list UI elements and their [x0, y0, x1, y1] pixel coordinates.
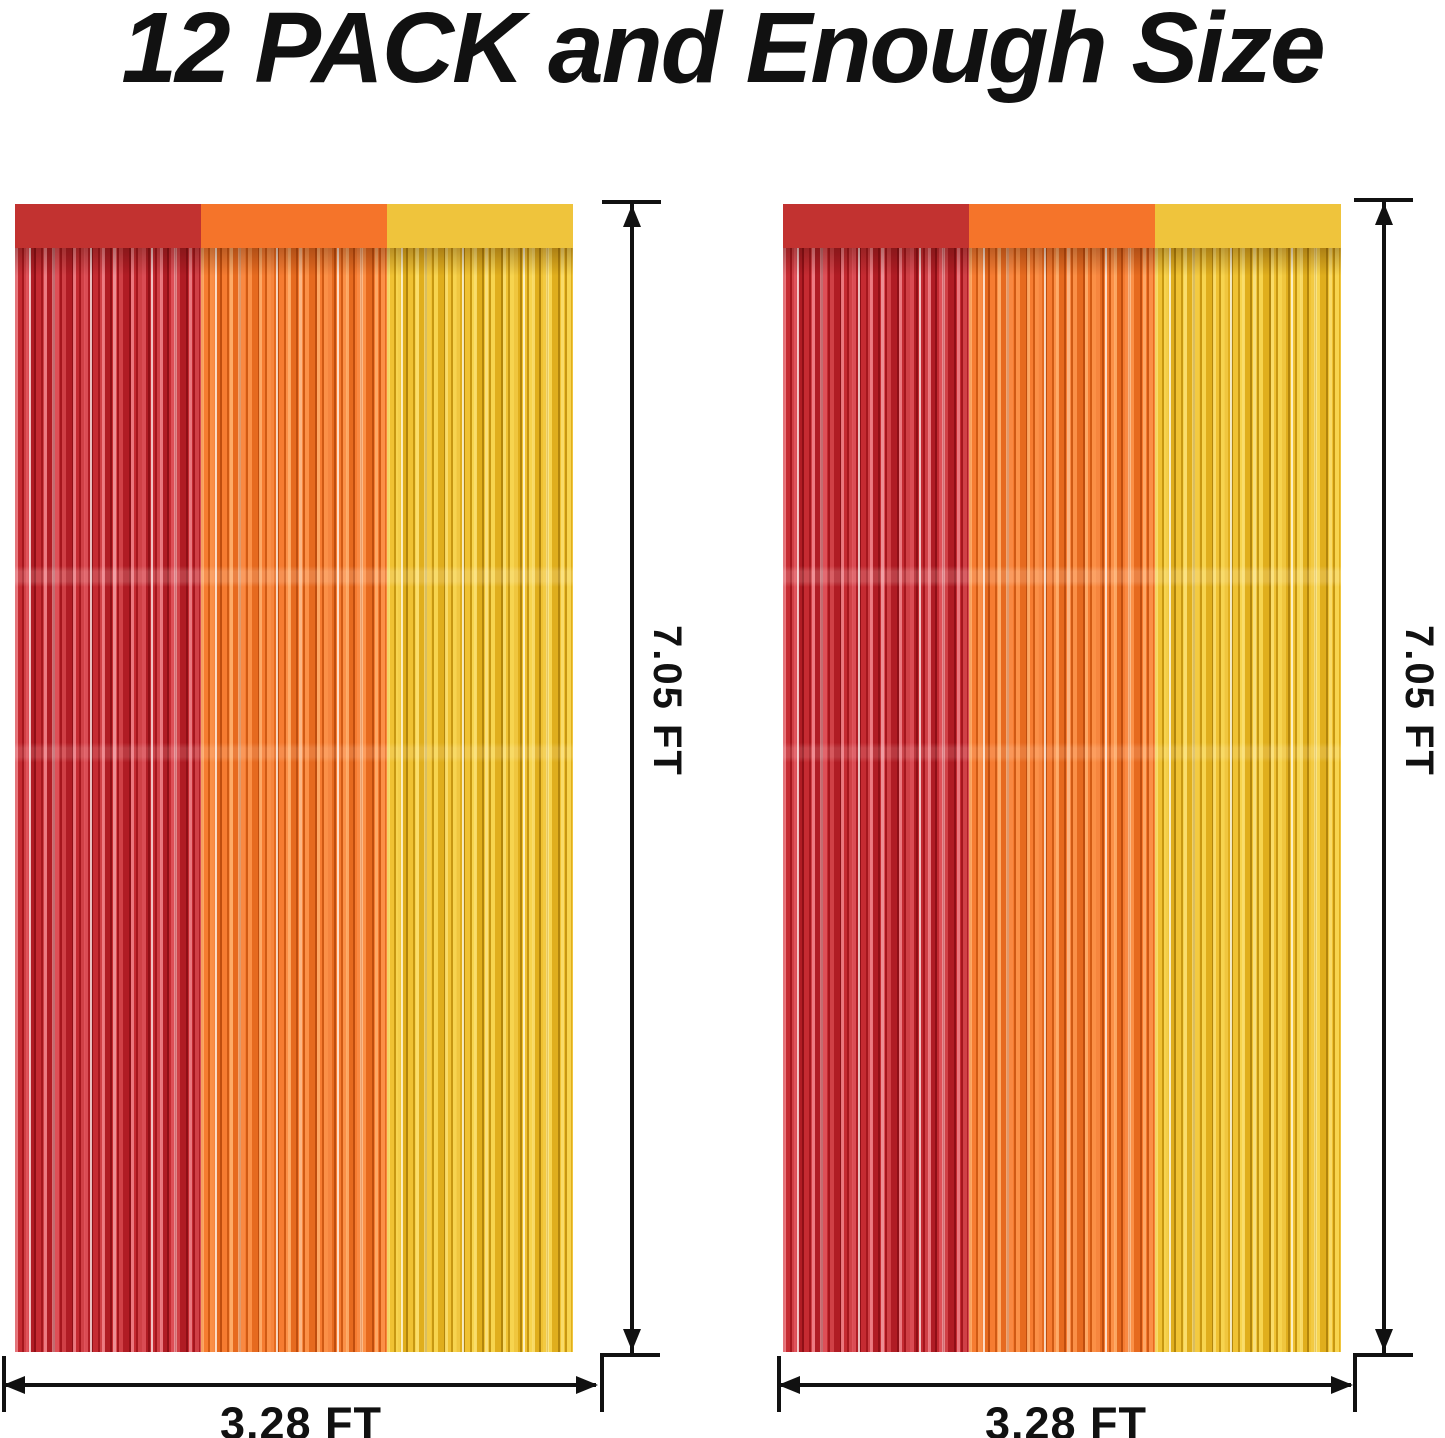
- extension-tick: [777, 1356, 781, 1412]
- arrow-right-icon: [1331, 1376, 1353, 1394]
- corner-bracket: [1353, 1353, 1357, 1412]
- curtain-fringe: [201, 248, 387, 1352]
- height-dimension-label: 7.05 FT: [645, 625, 689, 777]
- curtain-fringe: [969, 248, 1155, 1352]
- arrow-left-icon: [3, 1376, 25, 1394]
- curtain-panel-orange: [969, 204, 1155, 1352]
- curtain-header-band: [201, 204, 387, 248]
- height-dimension-bottom-cap: [600, 1353, 660, 1357]
- width-dimension-line: [781, 1383, 1351, 1387]
- extension-tick: [2, 1356, 6, 1412]
- curtain-header-band: [1155, 204, 1341, 248]
- curtain-fringe: [1155, 248, 1341, 1352]
- curtain-panel-orange: [201, 204, 387, 1352]
- foil-curtain: [783, 204, 1341, 1352]
- arrow-right-icon: [576, 1376, 598, 1394]
- curtain-panel-yellow: [1155, 204, 1341, 1352]
- width-dimension-label: 3.28 FT: [984, 1398, 1148, 1438]
- curtain-fringe: [783, 248, 969, 1352]
- arrow-up-icon: [1375, 203, 1393, 225]
- curtain-header-band: [387, 204, 573, 248]
- corner-bracket: [600, 1353, 604, 1412]
- arrow-down-icon: [1375, 1329, 1393, 1351]
- curtain-header-band: [15, 204, 201, 248]
- foil-curtain: [15, 204, 573, 1352]
- width-dimension-line: [6, 1383, 596, 1387]
- page-title: 12 PACK and Enough Size: [121, 0, 1325, 104]
- arrow-left-icon: [778, 1376, 800, 1394]
- curtain-header-band: [969, 204, 1155, 248]
- height-dimension-bottom-cap: [1353, 1353, 1413, 1357]
- height-dimension-line: [630, 202, 634, 1353]
- height-dimension-label: 7.05 FT: [1397, 625, 1441, 777]
- height-dimension-line: [1382, 200, 1386, 1353]
- curtain-panel-yellow: [387, 204, 573, 1352]
- curtain-fringe: [15, 248, 201, 1352]
- curtain-header-band: [783, 204, 969, 248]
- curtain-panel-red: [783, 204, 969, 1352]
- curtain-fringe: [387, 248, 573, 1352]
- width-dimension-label: 3.28 FT: [219, 1398, 383, 1438]
- arrow-down-icon: [623, 1329, 641, 1351]
- curtain-panel-red: [15, 204, 201, 1352]
- arrow-up-icon: [623, 205, 641, 227]
